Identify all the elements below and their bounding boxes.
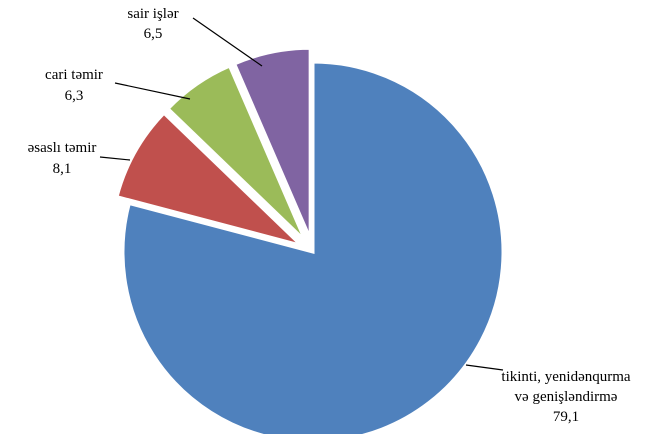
slice-value-label: 6,5: [144, 26, 163, 42]
main-slice: [121, 60, 505, 434]
slice-value-label: 8,1: [53, 161, 72, 177]
slice-category-label: və genişləndirmə: [515, 389, 618, 405]
slice-value-label: 6,3: [65, 88, 84, 104]
data-labels: tikinti, yenidənqurma və genişləndirmə 79,…: [28, 6, 631, 425]
leader-line: [99, 156, 131, 161]
leader-line: [114, 82, 191, 100]
esasli-temir-slice: [115, 111, 306, 249]
sair-isler-slice: [232, 46, 312, 239]
slice-category-label: tikinti, yenidənqurma: [501, 369, 630, 385]
leader-lines: [99, 17, 504, 371]
slice-category-label: cari təmir: [45, 67, 103, 83]
slice-category-label: sair işlər: [127, 6, 178, 22]
cari-temir-slice: [166, 64, 307, 242]
slice-value-label: 79,1: [553, 409, 579, 425]
leader-line: [192, 17, 263, 67]
slice-category-label: əsaslı təmir: [28, 140, 97, 156]
pie-slices: [115, 46, 505, 434]
leader-line: [465, 364, 504, 371]
